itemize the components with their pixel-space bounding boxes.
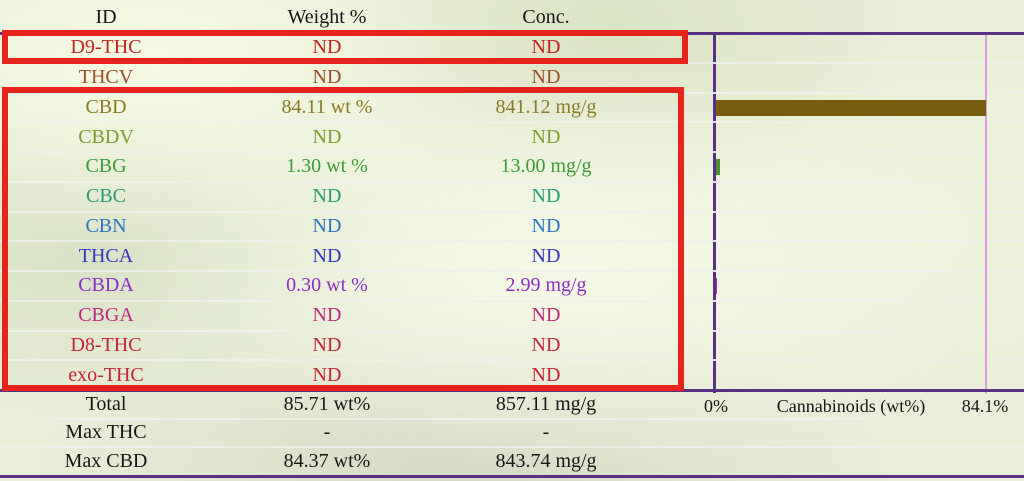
cell-id: D8-THC [70, 333, 142, 356]
cell-conc: ND [531, 66, 561, 89]
table-bottom-line [0, 474, 1024, 478]
gridline [0, 151, 1024, 153]
chart-max-value-gridline [984, 33, 987, 394]
table-row: CBDV ND ND [0, 122, 714, 152]
cell-id: exo-THC [68, 363, 144, 386]
cell-conc: 13.00 mg/g [500, 155, 592, 178]
cell-weight: ND [312, 66, 342, 89]
table-row: Total 85.71 wt% 857.11 mg/g [0, 390, 714, 419]
gridline [0, 270, 1024, 272]
cell-weight: 84.11 wt % [281, 95, 373, 118]
table-row: Max THC - - [0, 419, 714, 448]
table-row: D9-THC ND ND [0, 33, 714, 63]
cell-id: THCA [78, 244, 134, 267]
table-row: D8-THC ND ND [0, 331, 714, 361]
cell-weight: ND [312, 36, 342, 59]
cell-id: THCV [78, 66, 134, 89]
table-row: CBG 1.30 wt % 13.00 mg/g [0, 152, 714, 182]
cell-weight: ND [312, 363, 342, 386]
gridline [0, 299, 1024, 302]
cell-id: CBDV [78, 125, 134, 148]
cell-id: Max THC [65, 421, 147, 444]
cell-id: CBGA [78, 304, 134, 327]
cell-conc: ND [531, 304, 561, 327]
cell-weight: ND [312, 244, 342, 267]
cell-conc: ND [531, 125, 561, 148]
highlight-box-d9-thc [2, 30, 688, 64]
table-row: THCV ND ND [0, 63, 714, 93]
x-axis-tick-zero: 0% [704, 396, 728, 416]
cell-conc: ND [531, 333, 561, 356]
cell-id: Max CBD [64, 450, 148, 473]
gridline [0, 417, 1024, 420]
header-id: ID [95, 6, 117, 28]
cell-conc: ND [531, 185, 561, 208]
cell-conc: ND [531, 244, 561, 267]
cell-conc: 841.12 mg/g [495, 95, 597, 118]
cell-id: Total [85, 392, 127, 415]
cell-weight: 84.37 wt% [283, 450, 371, 473]
gridline [0, 180, 1024, 183]
cell-weight: - [323, 421, 331, 444]
cell-conc: - [542, 421, 550, 444]
bar-CBDA [715, 278, 717, 294]
x-axis-title: Cannabinoids (wt%) [776, 396, 926, 416]
gridline [0, 446, 1024, 449]
gridline [0, 359, 1024, 362]
cell-conc: 857.11 mg/g [495, 392, 597, 415]
table-header-row: ID Weight % Conc. [0, 2, 714, 33]
cell-conc: 2.99 mg/g [505, 274, 587, 297]
table-row: CBDA 0.30 wt % 2.99 mg/g [0, 271, 714, 301]
cell-id: CBG [85, 155, 127, 178]
chart-y-axis-line [712, 33, 716, 393]
cell-conc: ND [531, 214, 561, 237]
table-row: CBC ND ND [0, 182, 714, 212]
cell-conc: ND [531, 363, 561, 386]
cell-weight: ND [312, 214, 342, 237]
gridline [0, 240, 1024, 243]
cell-conc: ND [531, 36, 561, 59]
table-row: CBGA ND ND [0, 301, 714, 331]
cell-id: CBN [85, 214, 127, 237]
cell-conc: 843.74 mg/g [495, 450, 597, 473]
cell-weight: 0.30 wt % [286, 274, 368, 297]
gridline [0, 210, 1024, 213]
cell-weight: ND [312, 333, 342, 356]
gridline [0, 121, 1024, 124]
table-row: CBD 84.11 wt % 841.12 mg/g [0, 93, 714, 123]
cell-weight: 85.71 wt% [283, 392, 371, 415]
cell-id: CBDA [78, 274, 134, 297]
cell-weight: ND [312, 185, 342, 208]
cell-weight: 1.30 wt % [286, 155, 368, 178]
header-weight: Weight % [287, 6, 367, 28]
table-row: exo-THC ND ND [0, 360, 714, 390]
cell-weight: ND [312, 304, 342, 327]
x-axis-tick-max: 84.1% [961, 396, 1009, 416]
bar-CBG [715, 159, 720, 175]
cell-id: CBD [85, 95, 127, 118]
highlight-box-cbd-to-exo-thc [2, 87, 684, 391]
cell-id: D9-THC [70, 36, 142, 59]
cell-id: CBC [85, 185, 127, 208]
table-row: THCA ND ND [0, 241, 714, 271]
bar-CBD [715, 99, 986, 116]
table-row: Max CBD 84.37 wt% 843.74 mg/g [0, 447, 714, 476]
table-row: CBN ND ND [0, 212, 714, 242]
gridline [0, 329, 1024, 332]
header-conc: Conc. [522, 6, 570, 28]
cell-weight: ND [312, 125, 342, 148]
